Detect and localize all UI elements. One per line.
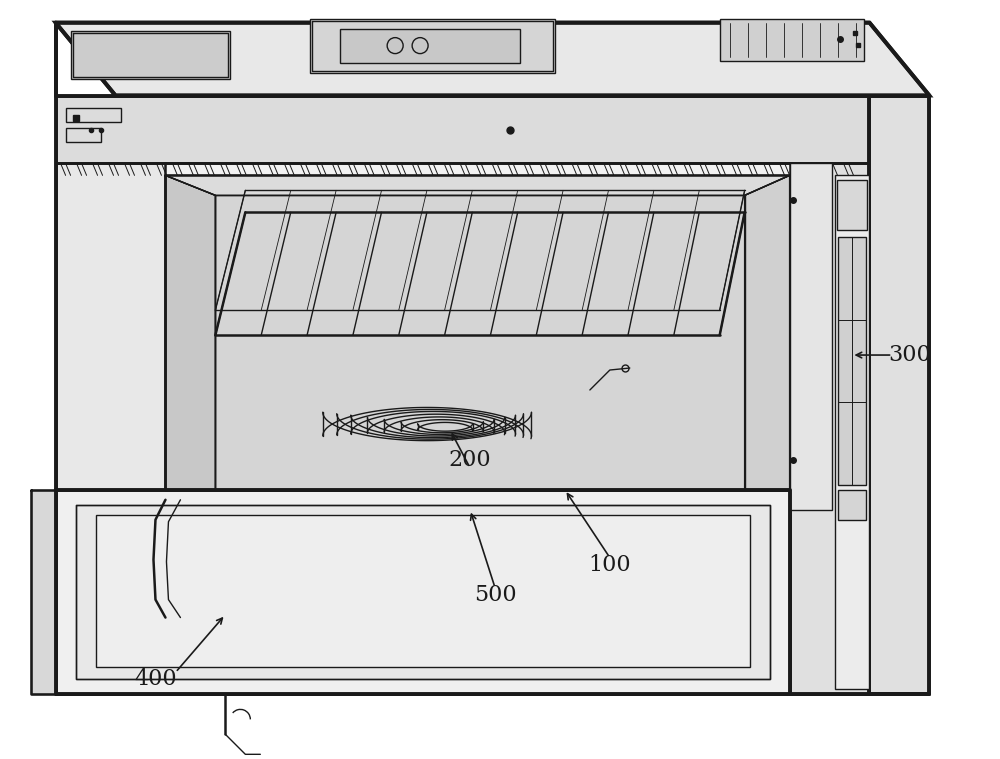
Polygon shape: [837, 181, 867, 230]
Polygon shape: [215, 195, 745, 490]
Polygon shape: [76, 505, 770, 679]
Polygon shape: [790, 163, 832, 510]
Text: 500: 500: [474, 584, 516, 606]
Polygon shape: [56, 163, 165, 694]
Text: 100: 100: [589, 553, 631, 575]
Polygon shape: [71, 30, 230, 78]
Polygon shape: [790, 163, 869, 694]
Polygon shape: [838, 490, 866, 520]
Polygon shape: [56, 23, 929, 96]
Polygon shape: [869, 96, 929, 694]
Polygon shape: [96, 515, 750, 667]
Polygon shape: [165, 175, 790, 195]
Polygon shape: [745, 175, 790, 490]
Polygon shape: [56, 96, 869, 163]
Polygon shape: [310, 19, 555, 73]
Polygon shape: [165, 175, 215, 490]
Polygon shape: [720, 19, 864, 61]
Polygon shape: [31, 490, 56, 694]
Text: 400: 400: [134, 669, 177, 691]
Text: 300: 300: [888, 344, 931, 366]
Text: 200: 200: [449, 449, 491, 471]
Polygon shape: [340, 29, 520, 62]
Polygon shape: [56, 96, 869, 694]
Polygon shape: [835, 175, 869, 689]
Polygon shape: [838, 238, 866, 485]
Polygon shape: [56, 490, 790, 694]
